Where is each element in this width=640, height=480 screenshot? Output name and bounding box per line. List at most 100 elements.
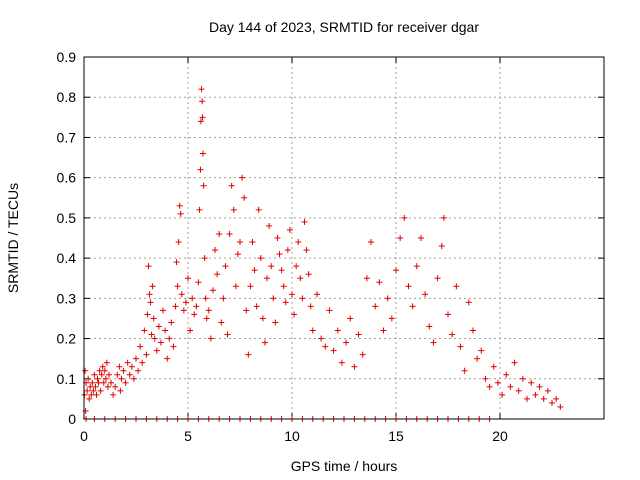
data-point [197,166,204,173]
data-point [151,335,158,342]
data-point [544,387,551,394]
data-point [318,335,325,342]
y-tick-label: 0.8 [57,89,77,105]
data-point [118,375,125,382]
data-point [247,283,254,290]
data-point [103,359,110,366]
data-point [174,283,181,290]
data-point [185,275,191,282]
data-point [226,230,233,237]
data-point [519,375,526,382]
data-point [457,343,464,350]
data-point [264,275,271,282]
data-point [172,303,179,310]
data-point [413,263,420,270]
data-point [388,315,395,322]
data-point [137,343,144,350]
data-point [405,283,412,290]
data-point [82,367,89,374]
data-point [149,283,156,290]
data-point [114,371,121,378]
data-point [237,239,243,246]
data-point [193,303,200,310]
data-point [515,387,522,394]
data-point [173,259,180,266]
data-point [205,307,212,314]
data-point [199,150,206,157]
data-point [440,214,447,221]
data-point [449,331,456,338]
data-point [93,391,100,398]
data-point [178,291,185,298]
data-point [326,307,333,314]
data-point [102,375,109,382]
data-point [401,214,408,221]
data-point [201,255,208,262]
data-point [144,311,151,318]
data-point [465,299,472,306]
x-tick-label: 5 [184,428,192,444]
data-point [368,239,375,246]
data-point [351,363,358,370]
data-point [91,371,98,378]
data-point [295,239,302,246]
data-point [434,275,441,282]
data-point [108,379,115,386]
data-point [469,327,476,334]
data-point [222,263,229,270]
data-point [112,383,119,390]
y-tick-label: 0 [68,411,76,427]
data-point [478,347,485,354]
data-point [282,299,289,306]
data-point [393,267,399,274]
data-point [120,367,127,374]
data-point [90,387,97,394]
plot-frame [83,56,605,420]
data-point [438,243,445,250]
y-tick-label: 0.9 [57,49,77,65]
data-point [557,403,564,410]
data-point [87,383,94,390]
data-point [104,383,111,390]
data-points [81,86,564,422]
data-point [417,235,424,241]
data-point [301,218,308,225]
y-tick-label: 0.7 [57,129,77,145]
data-point [313,291,320,298]
data-point [272,319,279,326]
data-point [343,339,350,346]
data-point [249,239,256,246]
data-point [150,315,157,322]
data-point [216,230,223,237]
x-tick-label: 0 [80,428,88,444]
data-point [234,251,241,258]
data-point [553,395,560,402]
y-tick-label: 0.1 [57,371,77,387]
data-point [202,295,209,302]
data-point [430,339,437,346]
y-tick-label: 0.3 [57,290,77,306]
data-point [96,367,103,374]
data-point [253,303,260,310]
data-point [330,347,337,354]
y-tick-label: 0.6 [57,170,77,186]
data-point [322,343,329,350]
data-point [180,307,187,314]
data-point [124,359,131,366]
data-point [230,206,237,213]
data-point [162,327,169,334]
data-point [170,343,177,350]
data-point [191,311,198,318]
data-point [549,399,555,406]
data-point [426,323,433,330]
data-point [307,303,314,310]
data-point [85,375,92,382]
data-point [98,371,105,378]
data-point [259,315,266,322]
data-point [372,303,379,310]
data-point [198,86,205,93]
data-point [453,283,460,290]
data-point [176,202,183,209]
data-point [133,355,139,362]
data-point [189,295,196,302]
